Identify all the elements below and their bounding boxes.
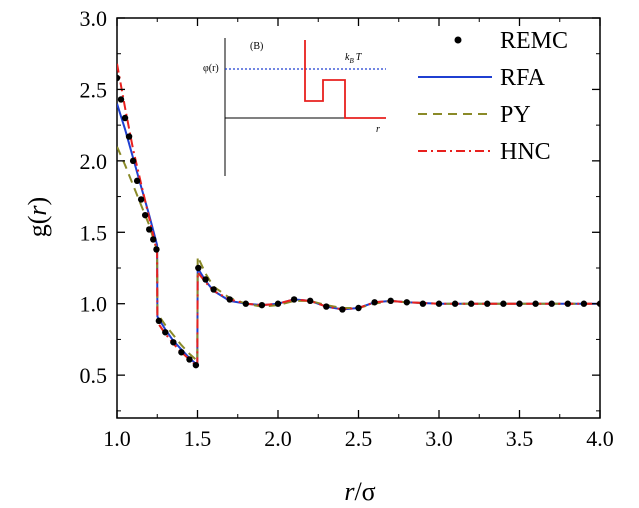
point-remc-4 [129,157,137,165]
series-remc [117,74,600,369]
inset-potential-diagram: (B) φ(r) kB T r [203,38,386,176]
y-tick-label-0: 0.5 [80,363,108,388]
point-remc-9 [150,236,157,243]
point-remc-37 [500,300,507,307]
y-tick-label-1: 1.0 [80,292,108,317]
point-remc-28 [355,304,362,312]
x-axis-title-var: r [344,477,355,506]
inset-y-label: φ(r) [203,63,219,74]
point-remc-0 [117,74,121,82]
point-remc-27 [339,306,346,313]
legend-label-rfa: RFA [500,65,546,91]
point-remc-35 [468,300,475,307]
inset-level-label-k: k [345,52,350,63]
point-remc-16 [192,361,200,369]
x-tick-label-1: 1.5 [184,426,212,451]
y-axis-title-var: r [23,205,52,216]
inset-level-label: kB T [345,52,363,65]
point-remc-10 [153,246,160,253]
point-remc-11 [155,317,163,325]
point-remc-17 [195,264,202,272]
y-tick-label-2: 1.5 [80,220,108,245]
point-remc-30 [387,297,394,305]
inset-level-label-sub: B [349,57,354,65]
point-remc-12 [162,329,169,336]
inset-potential-step [304,40,386,119]
point-remc-14 [178,349,185,356]
legend-label-remc: REMC [500,28,568,54]
legend-marker-remc [454,36,462,44]
x-tick-label-3: 2.5 [345,426,373,451]
point-remc-13 [170,339,177,346]
x-tick-label-0: 1.0 [103,426,131,451]
y-tick-label-3: 2.0 [80,149,108,174]
point-remc-41 [564,300,571,307]
point-remc-1 [117,96,125,103]
point-remc-7 [141,211,149,219]
legend-label-py: PY [500,102,531,128]
point-remc-6 [137,196,145,203]
legend: REMC RFA PY HNC [418,28,568,165]
point-remc-38 [516,300,523,307]
point-remc-3 [125,133,133,140]
inset-x-label: r [376,124,380,135]
point-remc-33 [435,300,443,307]
legend-label-hnc: HNC [500,139,551,165]
series-line-py [117,146,600,362]
y-axis-title-prefix: g( [23,216,52,238]
point-remc-34 [451,300,459,307]
inset-label: (B) [250,41,263,52]
point-remc-8 [146,226,153,233]
point-remc-24 [290,296,298,303]
series-layer [117,63,600,369]
point-remc-2 [121,114,129,122]
y-axis-title-suffix: ) [23,197,52,206]
point-remc-5 [133,177,141,185]
inset-level-label-t: T [356,52,363,63]
point-remc-20 [226,296,233,303]
point-remc-39 [532,300,539,307]
point-remc-42 [580,300,588,307]
x-axis-title-unit: /σ [354,477,375,506]
point-remc-29 [371,299,378,306]
point-remc-21 [242,300,249,307]
point-remc-19 [210,286,217,293]
point-remc-32 [419,300,427,307]
point-remc-40 [548,300,555,307]
point-remc-15 [186,356,193,363]
x-axis-title: r/σ [344,477,375,506]
point-remc-25 [307,297,314,305]
y-tick-label-5: 3.0 [80,6,108,31]
x-tick-label-2: 2.0 [264,426,292,451]
x-tick-label-4: 3.0 [425,426,453,451]
y-axis-title: g(r) [23,197,52,237]
point-remc-36 [484,300,491,307]
point-remc-26 [323,303,330,310]
y-tick-label-4: 2.5 [80,77,108,102]
x-tick-label-6: 4.0 [586,426,614,451]
point-remc-18 [202,276,209,283]
point-remc-23 [274,300,282,307]
point-remc-31 [403,299,410,306]
x-tick-label-5: 3.5 [506,426,534,451]
axes: 1.0 1.5 2.0 2.5 3.0 3.5 4.0 0.5 1.0 1.5 2.0 2.5 3.0 [80,6,614,451]
point-remc-22 [258,301,266,309]
